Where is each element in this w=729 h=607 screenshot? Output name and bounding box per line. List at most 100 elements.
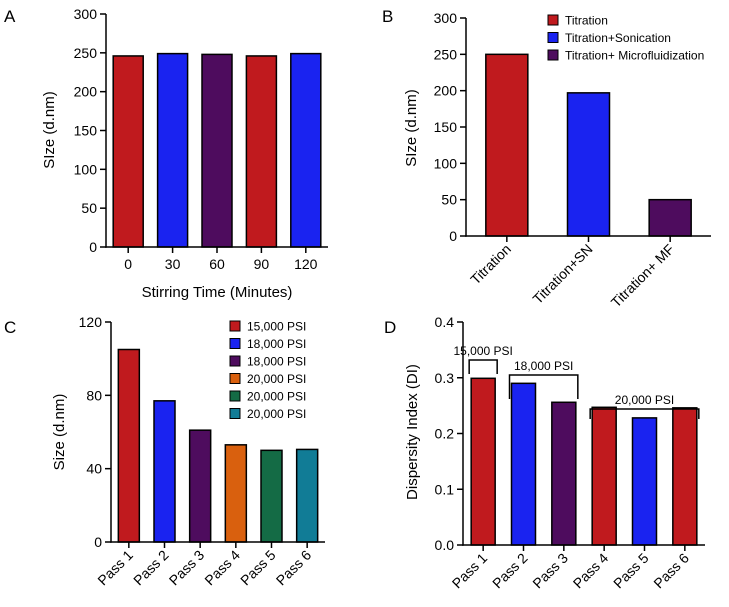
- panel-d-bracket-label-1: 15,000 PSI: [453, 344, 512, 358]
- panel-a-bar-1: [112, 55, 144, 248]
- panel-c-bar-3: [188, 429, 212, 543]
- panel-b-ytick-label: 200: [434, 83, 458, 99]
- panel-d-ylabel: Dispersity Index (DI): [404, 364, 421, 500]
- panel-d-bracket-label-2: 18,000 PSI: [514, 359, 573, 373]
- panel-c-xtick-label: Pass 5: [237, 547, 279, 589]
- panel-c-bar-1: [117, 348, 141, 543]
- panel-b-legend-swatch: [547, 14, 559, 26]
- panel-b-xtick-label: Titration+SN: [529, 241, 595, 307]
- panel-d-xtick-label: Pass 5: [610, 550, 652, 592]
- panel-c-xtick-label: Pass 3: [166, 547, 208, 589]
- panel-d-bar-3: [551, 401, 577, 546]
- panel-b-ylabel: SIze (d.nm): [403, 89, 420, 167]
- panel-d-xtick-label: Pass 6: [650, 550, 692, 592]
- panel-a-ytick-label: 100: [74, 161, 98, 177]
- panel-b-legend-label: Titration+ Microfluidization: [565, 49, 704, 63]
- panel-a-ytick-label: 150: [74, 123, 98, 139]
- panel-d-ytick-label: 0.0: [435, 537, 455, 553]
- panel-a-bar-2: [156, 52, 189, 248]
- panel-a-ytick-label: 200: [74, 84, 98, 100]
- panel-c-legend: 15,000 PSI 18,000 PSI 18,000 PSI 20,000 PSI…: [229, 320, 306, 421]
- panel-d-xtick-label: Pass 4: [570, 550, 612, 592]
- panel-b: B SIze (d.nm) 0 50 100 150 200 250 300 Titrati…: [382, 7, 711, 310]
- panel-c-ytick-label: 40: [86, 461, 102, 477]
- panel-c-bar-6: [295, 448, 319, 543]
- panel-c-axes: [110, 322, 325, 543]
- panel-d-bar-6: [672, 407, 698, 546]
- panel-c-legend-label: 15,000 PSI: [247, 320, 306, 334]
- panel-d-xtick-label: Pass 3: [529, 550, 571, 592]
- panel-a-yticks: 0 50 100 150 200 250 300: [74, 6, 106, 255]
- panel-a-xtick-label: 60: [209, 256, 225, 272]
- panel-a-xticks: 0 30 60 90 120: [124, 247, 318, 272]
- panel-c-legend-swatch: [229, 338, 241, 349]
- panel-b-yticks: 0 50 100 150 200 250 300: [434, 10, 466, 244]
- panel-c-legend-swatch: [229, 373, 241, 384]
- panel-d: D Dispersity Index (DI) 0.00.10.20.30.4 …: [384, 314, 705, 591]
- panel-c-xtick-label: Pass 4: [201, 547, 243, 589]
- panel-d-xtick-label: Pass 1: [449, 550, 491, 592]
- panel-c-ylabel: Size (d.nm): [51, 394, 68, 471]
- panel-b-ytick-label: 0: [449, 228, 457, 244]
- panel-d-letter: D: [384, 318, 396, 337]
- panel-b-xticks: Titration Titration+SN Titration+ MF: [467, 236, 677, 310]
- panel-c-letter: C: [4, 318, 16, 337]
- panel-c-legend-swatch: [229, 355, 241, 367]
- panel-d-bracket-2: [508, 374, 579, 399]
- panel-c-bar-2: [153, 400, 176, 543]
- panel-d-bar-4: [591, 406, 617, 546]
- panel-c-legend-label: 18,000 PSI: [247, 337, 306, 351]
- panel-c-xtick-label: Pass 1: [94, 547, 136, 589]
- panel-c-legend-swatch: [229, 320, 241, 332]
- panel-a-ytick-label: 250: [74, 45, 98, 61]
- panel-a-xtick-label: 90: [254, 256, 270, 272]
- panel-a-ytick-label: 50: [81, 200, 97, 216]
- panel-a-xlabel: Stirring Time (Minutes): [142, 284, 293, 301]
- panel-d-ytick-label: 0.3: [435, 370, 455, 386]
- panel-d-xtick-label: Pass 2: [489, 550, 531, 592]
- panel-b-bars: [485, 53, 692, 237]
- panel-b-legend-label: Titration+Sonication: [565, 31, 671, 45]
- panel-c-legend-label: 18,000 PSI: [247, 355, 306, 369]
- panel-d-yticks: 0.0 0.1 0.2 0.3 0.4: [435, 314, 463, 553]
- panel-b-xtick-label: Titration: [467, 241, 514, 288]
- panel-c-xtick-label: Pass 6: [273, 547, 315, 589]
- panel-c-legend-label: 20,000 PSI: [247, 390, 306, 404]
- panel-c-ytick-label: 0: [94, 534, 102, 550]
- panel-a-letter: A: [4, 7, 16, 26]
- panel-b-legend-label: Titration: [565, 14, 608, 28]
- panel-b-letter: B: [382, 7, 393, 26]
- panel-a-bar-3: [201, 53, 233, 248]
- panel-a-xtick-label: 0: [124, 256, 132, 272]
- panel-c-legend-label: 20,000 PSI: [247, 372, 306, 386]
- panel-a-ytick-label: 0: [89, 239, 97, 255]
- panel-c-bar-4: [224, 444, 248, 543]
- panel-d-bar-1: [470, 377, 496, 546]
- panel-c-ytick-label: 80: [86, 387, 102, 403]
- panel-b-legend-swatch: [547, 32, 559, 43]
- panel-b-bar-3: [648, 198, 692, 237]
- panel-d-ytick-label: 0.2: [435, 426, 455, 442]
- panel-d-bracket-1: [468, 359, 498, 374]
- panel-d-bracket-3: [589, 408, 700, 419]
- panel-d-bar-5: [631, 417, 658, 546]
- panel-c-ytick-label: 120: [79, 314, 103, 330]
- panel-c-legend-swatch: [229, 408, 241, 419]
- panel-c-yticks: 0 40 80 120: [79, 314, 111, 550]
- panel-b-legend: Titration Titration+Sonication Titration+ …: [547, 14, 704, 63]
- panel-b-ytick-label: 100: [434, 155, 458, 171]
- panel-b-ytick-label: 250: [434, 46, 458, 62]
- panel-d-bar-2: [510, 382, 537, 546]
- panel-d-bracket-label-3: 20,000 PSI: [615, 393, 674, 407]
- panel-a-bar-5: [290, 52, 322, 248]
- panel-d-ytick-label: 0.4: [435, 314, 455, 330]
- panel-a-ylabel: SIze (d.nm): [41, 91, 58, 169]
- panel-b-legend-swatch: [547, 49, 559, 61]
- panel-b-bar-2: [566, 92, 611, 237]
- panel-a-bars: [112, 52, 322, 248]
